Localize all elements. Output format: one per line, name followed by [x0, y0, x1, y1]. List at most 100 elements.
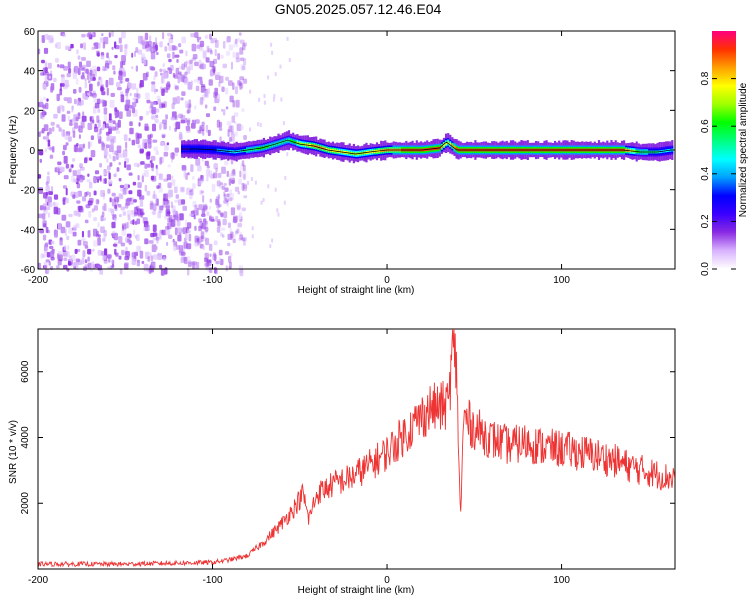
spectrogram-noise-cell — [200, 190, 205, 194]
spectrogram-noise-cell — [82, 93, 86, 100]
spectrogram-noise-cell — [209, 33, 212, 40]
spectrogram-noise-cell — [120, 94, 125, 103]
spectrogram-noise-cell — [122, 70, 126, 78]
spectrogram-noise-cell — [103, 170, 107, 176]
spectrogram-noise-cell — [144, 163, 148, 169]
spectrogram-noise-cell — [84, 157, 88, 164]
spectrogram-noise-cell — [135, 65, 138, 72]
spectrogram-noise-cell — [154, 118, 159, 124]
spectrogram-noise-cell — [88, 80, 91, 84]
spectrogram-noise-cell — [198, 180, 202, 186]
spectrogram-noise-cell — [199, 125, 205, 132]
spectrogram-noise-cell — [229, 95, 234, 103]
spectrogram-noise-cell — [66, 251, 70, 258]
spectrogram-noise-cell — [270, 42, 273, 47]
spectrogram-noise-cell — [74, 98, 77, 105]
spectrogram-noise-cell — [202, 50, 207, 58]
spectrogram-noise-cell — [62, 33, 67, 38]
spectrogram-noise-cell — [121, 55, 126, 63]
snr-y-tick-label: 6000 — [20, 360, 31, 383]
spectrogram-noise-cell — [223, 193, 227, 201]
spectrogram-noise-cell — [237, 79, 241, 87]
spectrogram-noise-cell — [185, 50, 188, 57]
spectrogram-noise-cell — [61, 129, 66, 137]
spectrogram-noise-cell — [202, 195, 205, 203]
spectrogram-noise-cell — [180, 256, 186, 263]
spectrogram-noise-cell — [114, 196, 119, 203]
spectrogram-noise-cell — [138, 122, 141, 127]
spectrogram-noise-cell — [223, 183, 227, 187]
spectrogram-noise-cell — [94, 170, 100, 175]
spectrogram-noise-cell — [152, 194, 158, 199]
spectrogram-noise-cell — [214, 49, 217, 57]
spectrogram-y-tick-label: 40 — [24, 67, 36, 78]
spectrogram-noise-cell — [100, 54, 105, 60]
spectrogram-noise-cell — [132, 97, 136, 101]
spectrogram-noise-cell — [152, 224, 157, 232]
spectrogram-noise-cell — [242, 164, 246, 172]
spectrogram-noise-cell — [67, 261, 72, 266]
spectrogram-noise-cell — [221, 108, 224, 112]
spectrogram-noise-cell — [220, 182, 223, 186]
spectrogram-noise-cell — [149, 65, 154, 71]
spectrogram-noise-cell — [175, 194, 179, 199]
spectrogram-noise-cell — [92, 77, 96, 81]
spectrogram-noise-cell — [68, 122, 74, 126]
spectrogram-noise-cell — [116, 167, 120, 172]
spectrogram-noise-cell — [87, 141, 91, 149]
spectrogram-noise-cell — [141, 260, 145, 265]
spectrogram-noise-cell — [118, 111, 123, 119]
spectrogram-noise-cell — [235, 215, 241, 220]
spectrogram-noise-cell — [132, 219, 135, 225]
spectrogram-noise-cell — [198, 236, 202, 244]
spectrogram-noise-cell — [62, 197, 67, 201]
spectrogram-noise-cell — [190, 33, 195, 38]
spectrogram-noise-cell — [43, 83, 47, 90]
spectrogram-noise-cell — [220, 54, 224, 59]
spectrogram-noise-cell — [192, 261, 195, 270]
spectrogram-noise-cell — [208, 79, 213, 86]
spectrogram-noise-cell — [97, 108, 101, 113]
spectrogram-noise-cell — [216, 201, 220, 209]
spectrogram-noise-cell — [76, 183, 81, 189]
spectrogram-noise-cell — [105, 79, 109, 88]
spectrogram-noise-cell — [168, 215, 173, 223]
spectrogram-noise-cell — [103, 231, 107, 239]
spectrogram-noise-cell — [117, 196, 120, 203]
spectrogram-noise-cell — [100, 215, 104, 222]
spectrogram-noise-cell — [107, 170, 111, 174]
spectrogram-noise-cell — [196, 207, 199, 216]
spectrogram-noise-cell — [219, 75, 224, 84]
spectrogram-noise-cell — [208, 205, 211, 210]
spectrogram-noise-cell — [69, 119, 73, 126]
spectrogram-noise-cell — [209, 49, 213, 55]
spectrogram-noise-cell — [206, 175, 209, 182]
spectrogram-noise-cell — [59, 104, 64, 109]
spectrogram-noise-cell — [170, 201, 173, 209]
spectrogram-noise-cell — [62, 197, 66, 202]
spectrogram-noise-cell — [104, 178, 107, 184]
spectrogram-noise-cell — [259, 123, 262, 127]
spectrogram-noise-cell — [150, 51, 156, 60]
spectrogram-noise-cell — [202, 245, 205, 251]
spectrogram-noise-cell — [127, 214, 131, 221]
spectrogram-noise-cell — [72, 158, 76, 162]
spectrogram-noise-cell — [70, 43, 74, 49]
spectrogram-noise-cell — [128, 172, 133, 176]
spectrogram-noise-cell — [109, 153, 112, 160]
spectrogram-noise-cell — [185, 125, 190, 131]
spectrogram-noise-cell — [218, 127, 223, 131]
spectrogram-noise-cell — [58, 254, 63, 262]
spectrogram-noise-cell — [92, 65, 97, 71]
spectrogram-noise-cell — [82, 143, 86, 149]
spectrogram-noise-cell — [137, 144, 141, 149]
spectrogram-noise-cell — [232, 82, 235, 90]
spectrogram-noise-cell — [224, 160, 229, 166]
spectrogram-ridge-cell — [449, 142, 452, 146]
spectrogram-noise-cell — [43, 124, 49, 132]
spectrogram-noise-cell — [126, 109, 131, 117]
spectrogram-noise-cell — [121, 31, 126, 39]
spectrogram-noise-cell — [159, 156, 164, 164]
spectrogram-noise-cell — [86, 60, 91, 68]
